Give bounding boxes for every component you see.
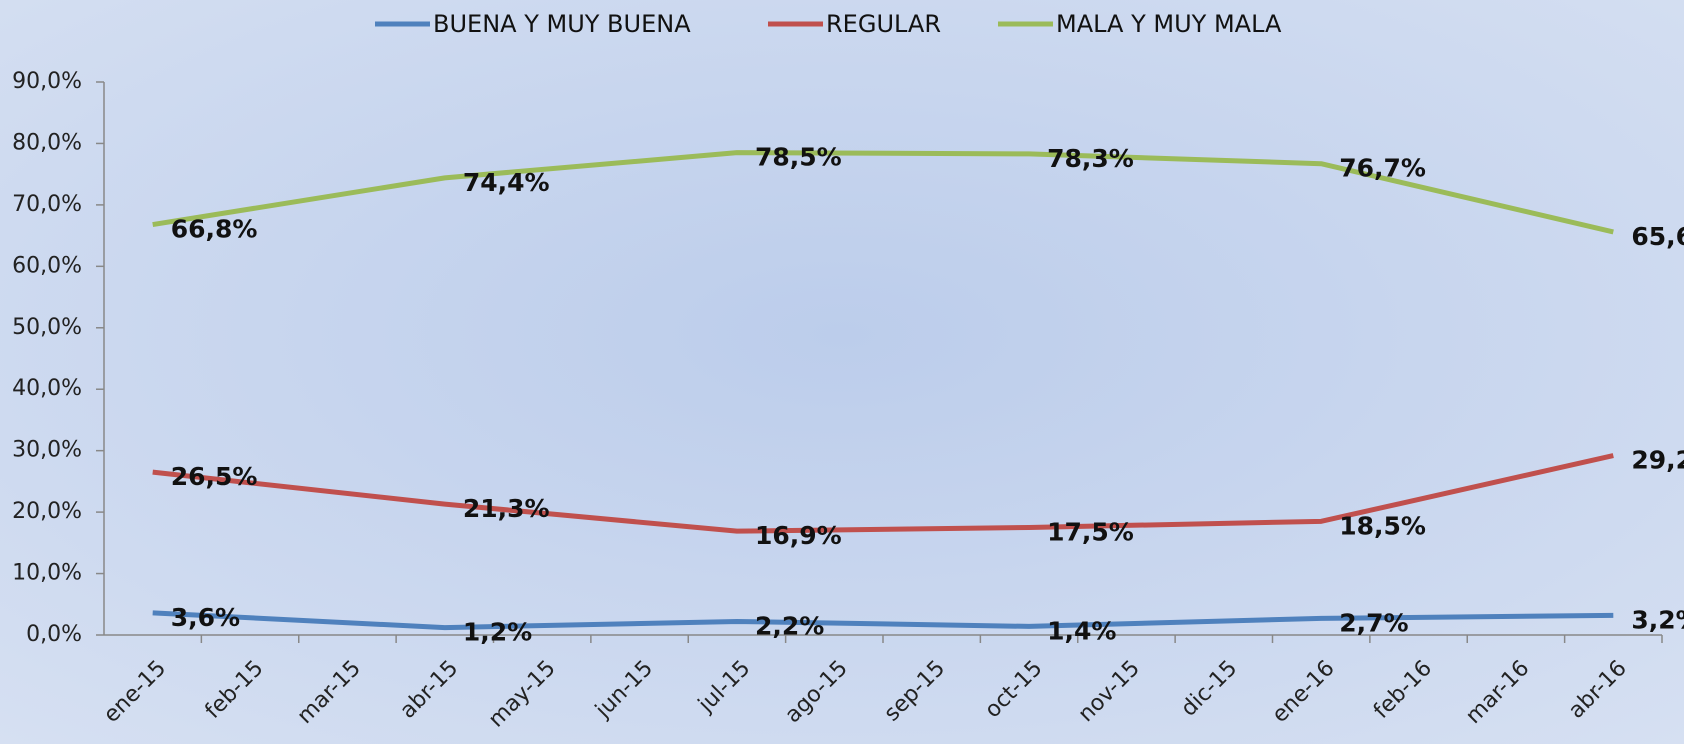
y-tick-label: 50,0% <box>12 315 82 340</box>
data-label: 2,7% <box>1339 608 1408 637</box>
legend-label: REGULAR <box>826 10 941 38</box>
y-tick-label: 60,0% <box>12 253 82 278</box>
data-label: 78,3% <box>1047 144 1134 173</box>
data-label: 3,6% <box>171 603 240 632</box>
data-label: 74,4% <box>463 168 550 197</box>
y-tick-label: 20,0% <box>12 499 82 524</box>
data-label: 29,2% <box>1631 446 1684 475</box>
series-line <box>152 610 1614 631</box>
data-label: 26,5% <box>171 462 258 491</box>
data-label: 78,5% <box>755 143 842 172</box>
legend-label: BUENA Y MUY BUENA <box>433 10 691 38</box>
data-label: 16,9% <box>755 521 842 550</box>
data-label: 3,2% <box>1631 605 1684 634</box>
data-label: 18,5% <box>1339 511 1426 540</box>
series-line <box>152 453 1614 534</box>
data-label: 2,2% <box>755 611 824 640</box>
y-tick-label: 90,0% <box>12 69 82 94</box>
series-line <box>152 150 1614 235</box>
data-label: 65,6% <box>1631 222 1684 251</box>
y-tick-label: 40,0% <box>12 376 82 401</box>
y-tick-label: 10,0% <box>12 561 82 586</box>
legend-label: MALA Y MUY MALA <box>1056 10 1282 38</box>
data-label: 76,7% <box>1339 154 1426 183</box>
data-label: 66,8% <box>171 215 258 244</box>
y-tick-label: 30,0% <box>12 438 82 463</box>
data-label: 21,3% <box>463 494 550 523</box>
data-label: 1,2% <box>463 618 532 647</box>
y-tick-label: 0,0% <box>26 622 82 647</box>
y-tick-label: 70,0% <box>12 192 82 217</box>
data-label: 1,4% <box>1047 616 1116 645</box>
y-tick-label: 80,0% <box>12 130 82 155</box>
data-label: 17,5% <box>1047 517 1134 546</box>
